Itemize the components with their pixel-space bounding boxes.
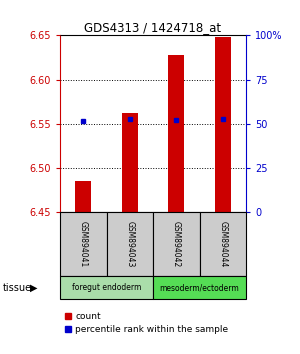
Bar	[106, 212, 153, 276]
Text: GSM894043: GSM894043	[125, 221, 134, 268]
Bar	[153, 212, 200, 276]
Text: mesoderm/ectoderm: mesoderm/ectoderm	[160, 283, 239, 292]
Text: GSM894042: GSM894042	[172, 221, 181, 267]
Title: GDS4313 / 1424718_at: GDS4313 / 1424718_at	[84, 21, 222, 34]
Text: ▶: ▶	[30, 282, 38, 293]
Bar	[122, 113, 138, 212]
Bar	[75, 181, 92, 212]
Text: GSM894044: GSM894044	[218, 221, 227, 268]
Text: GSM894041: GSM894041	[79, 221, 88, 267]
Bar	[60, 276, 153, 299]
Bar	[168, 55, 184, 212]
Bar	[214, 37, 231, 212]
Text: foregut endoderm: foregut endoderm	[72, 283, 141, 292]
Bar	[200, 212, 246, 276]
Legend: count, percentile rank within the sample: count, percentile rank within the sample	[64, 313, 229, 334]
Bar	[60, 212, 106, 276]
Bar	[153, 276, 246, 299]
Text: tissue: tissue	[3, 282, 32, 293]
